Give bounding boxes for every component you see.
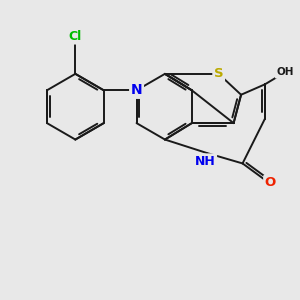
Text: O: O xyxy=(265,176,276,189)
Text: S: S xyxy=(214,68,224,80)
Text: OH: OH xyxy=(276,68,294,77)
Text: Cl: Cl xyxy=(69,30,82,43)
Text: NH: NH xyxy=(195,155,216,168)
Text: N: N xyxy=(131,83,142,97)
